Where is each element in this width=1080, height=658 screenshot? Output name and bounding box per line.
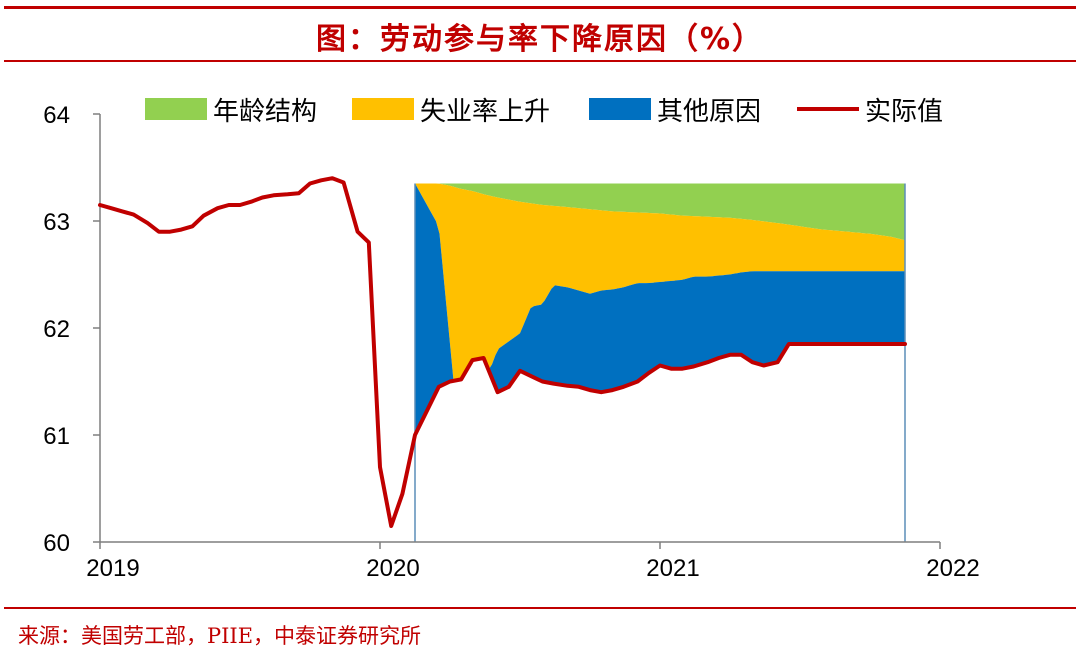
legend-actual-value-label: 实际值: [865, 97, 943, 127]
y-tick-label: 63: [43, 209, 70, 236]
source-note: 来源：美国劳工部，PIIE，中泰证券研究所: [18, 624, 422, 648]
legend-age-structure-label: 年龄结构: [213, 97, 317, 127]
title-rule: [4, 60, 1076, 62]
legend-other-reasons-swatch: [589, 98, 651, 120]
top-rule: [4, 6, 1076, 9]
stacked-areas: [415, 183, 905, 435]
legend-age-structure-swatch: [145, 98, 207, 120]
chart-title: 图：劳动参与率下降原因（%）: [315, 22, 765, 57]
x-tick-label: 2020: [366, 555, 419, 582]
x-tick-label: 2021: [646, 555, 699, 582]
area-unemployment-rise: [415, 183, 905, 381]
y-tick-label: 62: [43, 316, 70, 343]
legend-unemployment-rise-label: 失业率上升: [420, 97, 550, 127]
area-other-reasons: [415, 183, 905, 435]
x-tick-label: 2022: [926, 555, 979, 582]
area-age-structure: [415, 183, 905, 241]
chart: 60 61 62 63 64 2019 2020 2021 2022 年龄结构 失业率上升 其他原因…: [43, 97, 979, 582]
axes: 60 61 62 63 64 2019 2020 2021 2022: [43, 102, 979, 582]
y-tick-label: 60: [43, 530, 70, 557]
bottom-rule: [4, 607, 1076, 609]
actual-value-line: [98, 176, 907, 528]
actual-line-group: [98, 176, 907, 528]
legend-other-reasons-label: 其他原因: [657, 97, 761, 127]
guide-lines: [414, 183, 906, 542]
y-tick-label: 61: [43, 423, 70, 450]
y-tick-label: 64: [43, 102, 70, 129]
legend: 年龄结构 失业率上升 其他原因 实际值: [145, 97, 943, 127]
x-tick-label: 2019: [86, 555, 139, 582]
legend-unemployment-rise-swatch: [352, 98, 414, 120]
